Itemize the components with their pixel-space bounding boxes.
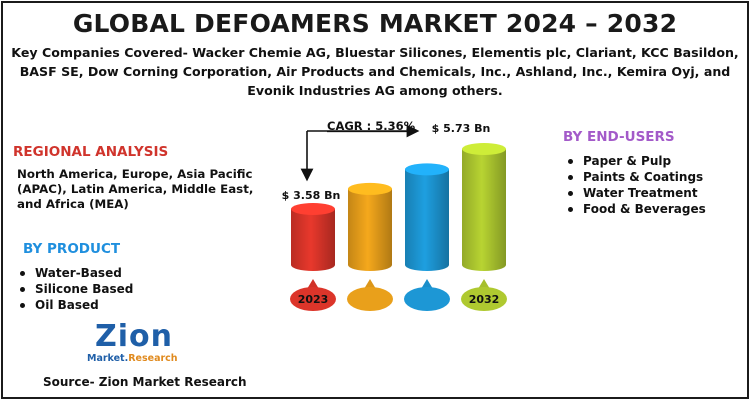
logo-main-text: Zion — [95, 319, 174, 354]
list-item: Food & Beverages — [565, 201, 706, 217]
marker-pointer-2 — [364, 279, 376, 289]
by-end-users-list: Paper & Pulp Paints & Coatings Water Tre… — [565, 153, 706, 217]
category-marker-2 — [347, 287, 393, 311]
bar-2 — [348, 188, 392, 271]
bar-top-3 — [405, 163, 449, 176]
bar-1 — [291, 209, 335, 271]
bar-4 — [462, 149, 506, 271]
logo-sub-text: Market.Research — [87, 353, 178, 364]
list-item: Paints & Coatings — [565, 169, 706, 185]
by-product-heading: BY PRODUCT — [23, 241, 121, 257]
market-size-chart: 2023 2032 CAGR : 5.36% $ 5.73 Bn $ 3.58 B… — [282, 119, 507, 311]
bar-top-1 — [291, 203, 335, 215]
data-label-2023: $ 3.58 Bn — [282, 189, 341, 202]
regional-analysis-text: North America, Europe, Asia Pacific (APA… — [17, 167, 254, 211]
category-marker-4 — [461, 287, 507, 311]
category-label-2023: 2023 — [298, 293, 329, 306]
list-item: Water Treatment — [565, 185, 706, 201]
bar-3 — [405, 169, 449, 271]
by-product-list: Water-Based Silicone Based Oil Based — [17, 265, 133, 313]
marker-pointer-4 — [478, 279, 490, 289]
regional-analysis-heading: REGIONAL ANALYSIS — [13, 144, 169, 160]
cagr-label: CAGR : 5.36% — [327, 119, 416, 133]
bar-top-4 — [462, 143, 506, 155]
page-title: GLOBAL DEFOAMERS MARKET 2024 – 2032 — [72, 9, 678, 38]
category-label-2032: 2032 — [469, 293, 500, 306]
marker-pointer-1 — [307, 279, 319, 289]
category-marker-3 — [404, 287, 450, 311]
data-label-2032: $ 5.73 Bn — [432, 122, 491, 135]
bar-top-2 — [348, 182, 392, 195]
category-marker-1 — [290, 287, 336, 311]
list-item: Paper & Pulp — [565, 153, 706, 169]
list-item: Water-Based — [17, 265, 133, 281]
list-item: Oil Based — [17, 297, 133, 313]
zion-logo: Zion Market.Research — [85, 319, 205, 367]
key-companies-text: Key Companies Covered- Wacker Chemie AG,… — [11, 45, 739, 98]
marker-pointer-3 — [421, 279, 433, 289]
source-text: Source- Zion Market Research — [43, 375, 247, 389]
by-end-users-heading: BY END-USERS — [563, 129, 675, 145]
list-item: Silicone Based — [17, 281, 133, 297]
